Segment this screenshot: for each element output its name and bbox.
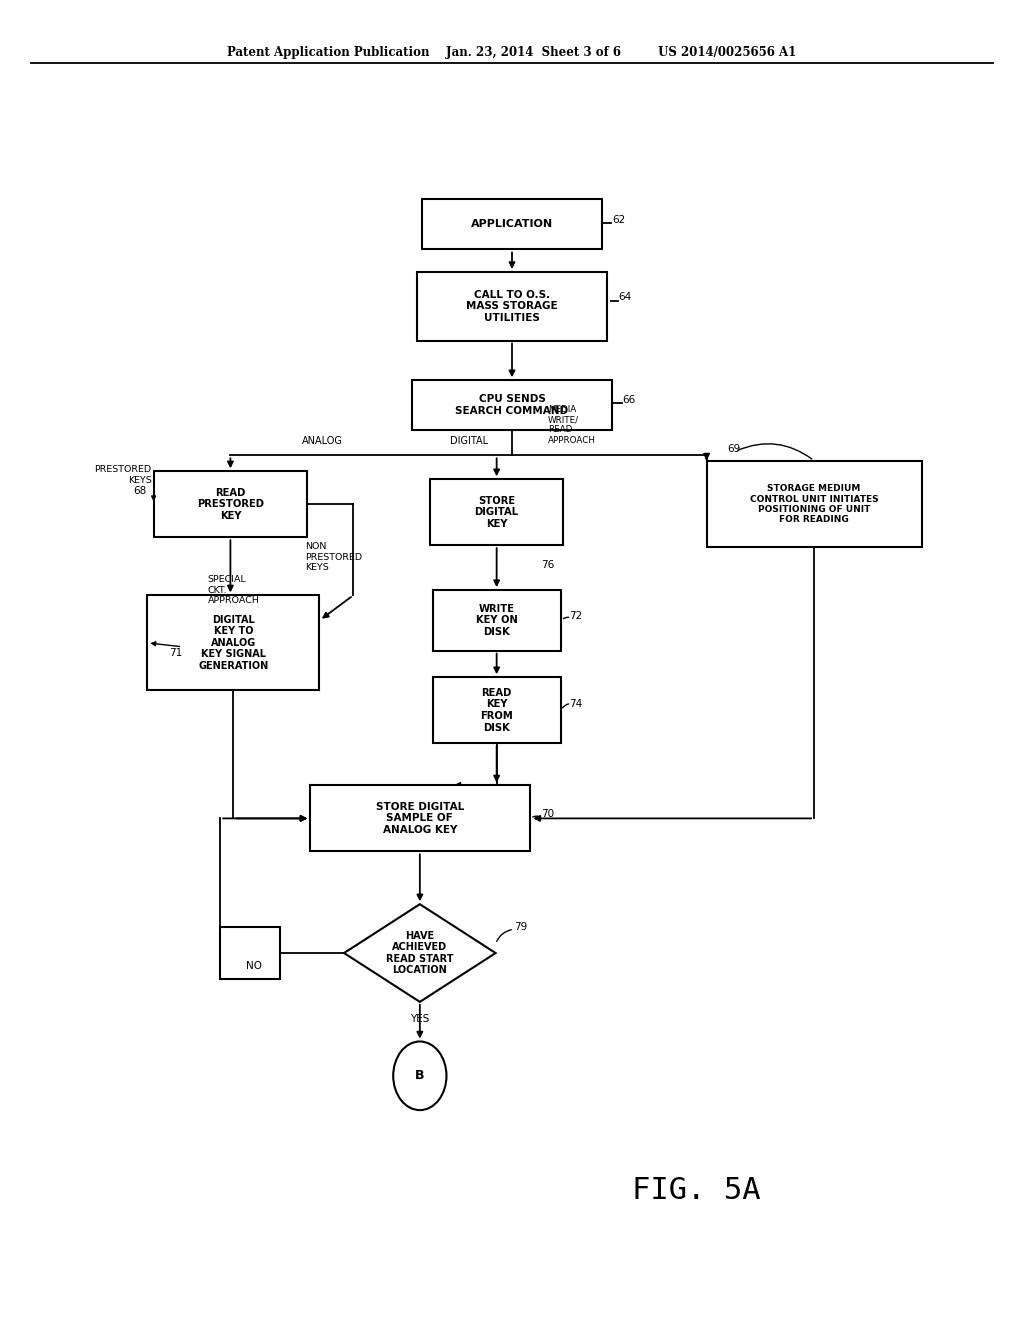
Text: 64: 64 <box>618 292 632 302</box>
Text: 72: 72 <box>569 611 583 622</box>
Text: 68: 68 <box>133 486 146 496</box>
Text: B: B <box>415 1069 425 1082</box>
FancyBboxPatch shape <box>430 479 563 545</box>
Text: STORE
DIGITAL
KEY: STORE DIGITAL KEY <box>474 495 519 529</box>
Text: ANALOG: ANALOG <box>302 436 343 446</box>
Text: STORE DIGITAL
SAMPLE OF
ANALOG KEY: STORE DIGITAL SAMPLE OF ANALOG KEY <box>376 801 464 836</box>
Text: 79: 79 <box>514 921 527 932</box>
Text: 62: 62 <box>612 215 626 226</box>
FancyBboxPatch shape <box>147 595 319 690</box>
Text: STORAGE MEDIUM
CONTROL UNIT INITIATES
POSITIONING OF UNIT
FOR READING: STORAGE MEDIUM CONTROL UNIT INITIATES PO… <box>750 484 879 524</box>
FancyBboxPatch shape <box>412 380 611 430</box>
Text: MEDIA
WRITE/
READ
APPROACH: MEDIA WRITE/ READ APPROACH <box>548 405 596 445</box>
Text: 66: 66 <box>623 395 636 405</box>
Text: WRITE
KEY ON
DISK: WRITE KEY ON DISK <box>476 603 517 638</box>
Text: 71: 71 <box>169 648 182 659</box>
Text: DIGITAL
KEY TO
ANALOG
KEY SIGNAL
GENERATION: DIGITAL KEY TO ANALOG KEY SIGNAL GENERAT… <box>199 615 268 671</box>
Text: SPECIAL
CKT.
APPROACH: SPECIAL CKT. APPROACH <box>208 576 260 605</box>
FancyBboxPatch shape <box>220 927 280 979</box>
FancyBboxPatch shape <box>432 677 561 743</box>
Text: DIGITAL: DIGITAL <box>450 436 488 446</box>
Text: HAVE
ACHIEVED
READ START
LOCATION: HAVE ACHIEVED READ START LOCATION <box>386 931 454 975</box>
FancyBboxPatch shape <box>154 471 307 537</box>
FancyBboxPatch shape <box>418 272 606 341</box>
FancyBboxPatch shape <box>309 785 530 851</box>
Text: FIG. 5A: FIG. 5A <box>632 1176 761 1205</box>
Text: 76: 76 <box>541 560 554 570</box>
Text: NON
PRESTORED
KEYS: NON PRESTORED KEYS <box>305 543 362 572</box>
Text: NO: NO <box>246 961 262 972</box>
FancyBboxPatch shape <box>422 199 601 249</box>
FancyBboxPatch shape <box>432 590 561 651</box>
Text: APPLICATION: APPLICATION <box>471 219 553 230</box>
Text: CPU SENDS
SEARCH COMMAND: CPU SENDS SEARCH COMMAND <box>456 395 568 416</box>
Text: 70: 70 <box>541 809 554 820</box>
Text: YES: YES <box>411 1014 429 1024</box>
Text: PRESTORED
KEYS: PRESTORED KEYS <box>94 466 152 484</box>
Text: READ
KEY
FROM
DISK: READ KEY FROM DISK <box>480 688 513 733</box>
Polygon shape <box>344 904 496 1002</box>
Text: 74: 74 <box>569 698 583 709</box>
Text: READ
PRESTORED
KEY: READ PRESTORED KEY <box>197 487 264 521</box>
FancyBboxPatch shape <box>707 461 922 546</box>
Text: Patent Application Publication    Jan. 23, 2014  Sheet 3 of 6         US 2014/00: Patent Application Publication Jan. 23, … <box>227 46 797 59</box>
Text: CALL TO O.S.
MASS STORAGE
UTILITIES: CALL TO O.S. MASS STORAGE UTILITIES <box>466 289 558 323</box>
Text: 69: 69 <box>727 444 740 454</box>
